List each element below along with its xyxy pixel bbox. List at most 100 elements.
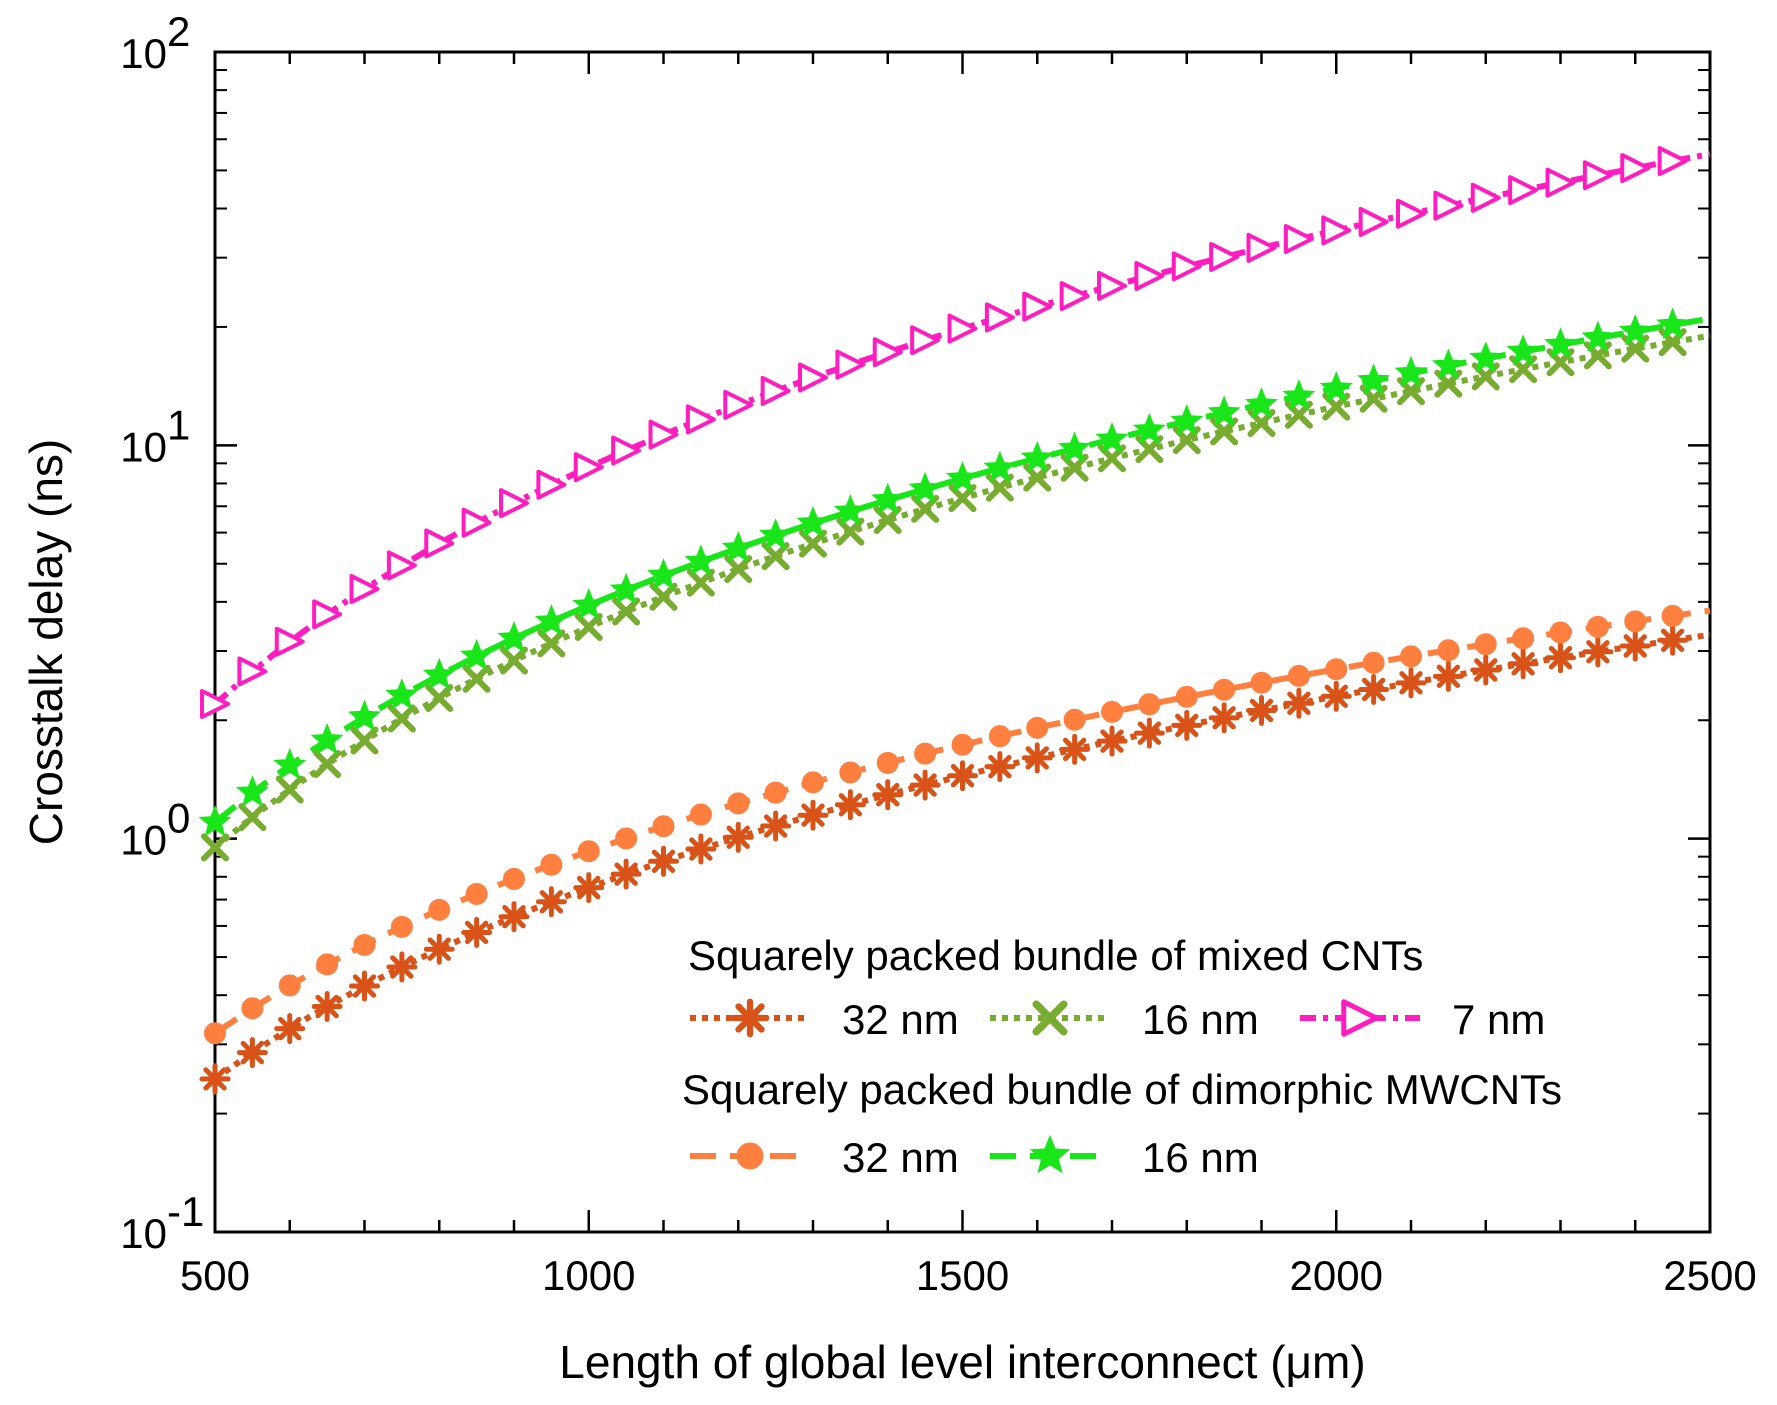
marker-stroke xyxy=(462,664,491,693)
series-point xyxy=(796,505,830,538)
series-point xyxy=(1246,694,1277,726)
series-point xyxy=(984,302,1015,333)
marker-shape xyxy=(1287,664,1310,687)
series-point xyxy=(911,494,940,523)
series-point xyxy=(839,761,862,784)
series-point xyxy=(349,970,380,1002)
legend-label: 32 nm xyxy=(842,996,959,1043)
series-point xyxy=(761,542,790,571)
marker-stroke xyxy=(1062,737,1087,762)
series-point xyxy=(1431,348,1465,380)
series-point xyxy=(1506,334,1540,366)
series-point xyxy=(1618,314,1652,346)
marker-stroke xyxy=(240,1040,265,1065)
marker-shape xyxy=(1134,260,1165,291)
series-point xyxy=(684,544,718,576)
marker-shape xyxy=(1396,198,1426,229)
series-point xyxy=(1357,363,1391,395)
series-point xyxy=(764,781,787,804)
marker-stroke xyxy=(614,862,638,886)
series-point xyxy=(236,1037,268,1069)
series-point xyxy=(1657,624,1689,656)
series-point xyxy=(647,558,680,590)
series-point xyxy=(461,916,493,948)
marker-stroke xyxy=(836,517,865,546)
series-point xyxy=(204,1022,226,1045)
series-point xyxy=(387,704,416,733)
y-tick-exponent: 0 xyxy=(167,795,190,842)
series-point xyxy=(947,313,978,344)
marker-stroke xyxy=(1436,664,1461,689)
series-point xyxy=(537,629,566,658)
series-point xyxy=(1246,232,1277,263)
marker-shape xyxy=(1469,341,1503,373)
series-point xyxy=(577,840,600,863)
series-point xyxy=(1095,421,1129,454)
marker-shape xyxy=(1020,440,1054,473)
marker-shape xyxy=(1170,404,1204,436)
marker-stroke xyxy=(464,920,489,945)
marker-shape xyxy=(648,419,679,450)
series-point xyxy=(503,867,525,890)
series-point xyxy=(1549,621,1572,644)
series-point xyxy=(1362,651,1385,674)
marker-shape xyxy=(764,781,787,804)
series-point xyxy=(241,997,264,1020)
marker-shape xyxy=(1508,175,1539,206)
marker-stroke xyxy=(876,783,900,807)
series-point xyxy=(386,550,417,581)
series-point xyxy=(1175,685,1198,708)
marker-shape xyxy=(947,313,978,344)
marker-stroke xyxy=(649,582,678,611)
series-point xyxy=(462,664,491,693)
series-point xyxy=(498,901,530,933)
marker-shape xyxy=(536,469,567,500)
series-point xyxy=(1138,693,1161,716)
series-point xyxy=(834,789,866,821)
marker-shape xyxy=(1101,700,1123,723)
marker-stroke xyxy=(201,833,229,862)
series-point xyxy=(1021,742,1053,774)
marker-shape xyxy=(573,452,604,483)
series-point xyxy=(1474,633,1497,656)
series-point xyxy=(237,656,268,687)
marker-shape xyxy=(835,349,866,380)
series-point xyxy=(723,389,754,420)
marker-stroke xyxy=(1025,746,1049,770)
marker-shape xyxy=(723,389,754,420)
marker-stroke xyxy=(1399,671,1423,695)
series-point xyxy=(465,882,488,905)
marker-shape xyxy=(424,528,455,559)
series-point xyxy=(1437,639,1460,662)
marker-shape xyxy=(241,997,264,1020)
marker-shape xyxy=(534,604,568,636)
series-point xyxy=(534,604,568,636)
marker-stroke xyxy=(539,890,564,914)
marker-shape xyxy=(1250,671,1273,694)
marker-shape xyxy=(540,853,563,876)
y-tick-exponent: -1 xyxy=(167,1188,204,1235)
series-point xyxy=(1325,658,1348,681)
series-point xyxy=(872,779,904,811)
legend-marker xyxy=(736,1142,764,1170)
marker-stroke xyxy=(1660,628,1685,652)
marker-stroke xyxy=(427,937,451,961)
series-point xyxy=(798,362,828,393)
marker-shape xyxy=(1512,627,1535,650)
y-axis-title: Crosstalk delay (ns) xyxy=(20,439,72,845)
marker-shape xyxy=(871,482,905,515)
marker-stroke xyxy=(801,803,825,827)
series-point xyxy=(833,494,867,526)
series-point xyxy=(1586,615,1609,638)
marker-shape xyxy=(1661,604,1684,627)
marker-shape xyxy=(609,572,643,605)
series-point xyxy=(1287,664,1310,687)
marker-shape xyxy=(611,435,642,466)
marker-shape xyxy=(1325,658,1348,681)
series-point xyxy=(1022,291,1053,322)
marker-shape xyxy=(353,933,376,956)
series-point xyxy=(423,933,455,965)
series-point xyxy=(1170,404,1204,436)
marker-stroke xyxy=(577,875,601,900)
series-point xyxy=(609,572,643,605)
